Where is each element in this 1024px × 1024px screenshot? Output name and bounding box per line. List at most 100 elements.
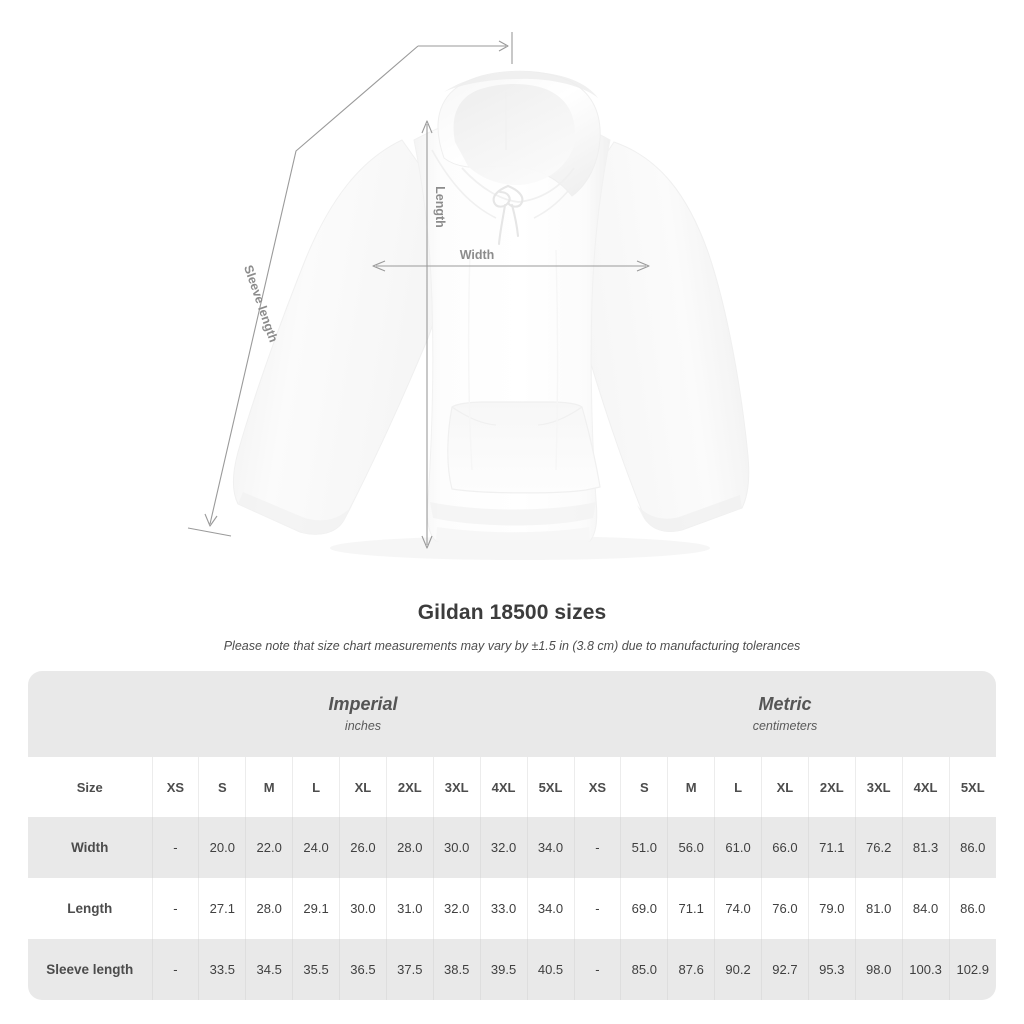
cell-sleeve-imperial-s: 33.5 [198, 939, 246, 1000]
size-header-imperial-3xl: 3XL [432, 757, 481, 817]
size-header-imperial-s: S [198, 757, 246, 817]
cell-sleeve-metric-3xl: 98.0 [854, 939, 903, 1000]
cell-width-metric-xl: 66.0 [761, 817, 809, 878]
sleeve-length-label: Sleeve length [241, 263, 280, 344]
size-header-metric-5xl: 5XL [948, 757, 996, 817]
cell-sleeve-metric-xs: - [573, 939, 621, 1000]
size-table: Imperial inches Metric centimeters Size … [28, 671, 996, 1000]
cell-sleeve-imperial-xs: - [151, 939, 199, 1000]
cell-length-imperial-2xl: 31.0 [385, 878, 434, 939]
cell-sleeve-imperial-xl: 36.5 [339, 939, 387, 1000]
cell-length-imperial-m: 28.0 [245, 878, 293, 939]
width-label: Width [460, 248, 495, 262]
row-label-width: Width [28, 817, 152, 878]
table-row: Sleeve length - 33.5 34.5 35.5 36.5 37.5… [28, 939, 996, 1000]
cell-width-metric-s: 51.0 [620, 817, 668, 878]
cell-width-metric-2xl: 71.1 [807, 817, 856, 878]
cell-sleeve-imperial-5xl: 40.5 [526, 939, 574, 1000]
cell-width-imperial-2xl: 28.0 [385, 817, 434, 878]
cell-length-metric-4xl: 84.0 [901, 878, 949, 939]
size-header-row: Size XS S M L XL 2XL 3XL 4XL 5XL XS S M … [28, 757, 996, 817]
cell-width-metric-4xl: 81.3 [901, 817, 949, 878]
size-header-imperial-m: M [245, 757, 293, 817]
system-header-spacer [28, 671, 152, 757]
size-header-metric-2xl: 2XL [807, 757, 856, 817]
cell-width-metric-3xl: 76.2 [854, 817, 903, 878]
row-label-sleeve-length: Sleeve length [28, 939, 152, 1000]
cell-length-imperial-s: 27.1 [198, 878, 246, 939]
cell-length-imperial-3xl: 32.0 [432, 878, 481, 939]
cell-width-imperial-5xl: 34.0 [526, 817, 574, 878]
cell-sleeve-metric-4xl: 100.3 [901, 939, 949, 1000]
row-label-length: Length [28, 878, 152, 939]
cell-sleeve-metric-l: 90.2 [714, 939, 762, 1000]
cell-width-metric-m: 56.0 [667, 817, 715, 878]
size-header-imperial-5xl: 5XL [526, 757, 574, 817]
size-header-metric-s: S [620, 757, 668, 817]
tolerance-note: Please note that size chart measurements… [223, 639, 801, 653]
system-unit-imperial: inches [344, 719, 382, 733]
cell-length-metric-3xl: 81.0 [854, 878, 903, 939]
cell-width-metric-5xl: 86.0 [948, 817, 996, 878]
cell-sleeve-metric-2xl: 95.3 [807, 939, 856, 1000]
page-title: Gildan 18500 sizes [417, 601, 607, 624]
cell-sleeve-metric-s: 85.0 [620, 939, 668, 1000]
cell-length-metric-2xl: 79.0 [807, 878, 856, 939]
system-unit-metric: centimeters [752, 719, 818, 733]
cell-length-imperial-xs: - [151, 878, 199, 939]
hoodie-graphic [233, 70, 750, 560]
cell-width-metric-l: 61.0 [714, 817, 762, 878]
length-arrow [421, 120, 433, 549]
size-header-imperial-2xl: 2XL [385, 757, 434, 817]
size-header-imperial-xs: XS [151, 757, 199, 817]
unit-system-header-row: Imperial inches Metric centimeters [28, 671, 996, 757]
garment-illustration: Length Width Sleeve length [187, 32, 750, 560]
system-header-metric: Metric centimeters [574, 671, 996, 757]
cell-width-imperial-xs: - [151, 817, 199, 878]
size-chart-table: Imperial inches Metric centimeters Size … [28, 671, 996, 1000]
size-header-imperial-4xl: 4XL [479, 757, 527, 817]
cell-width-imperial-xl: 26.0 [339, 817, 387, 878]
cell-sleeve-imperial-m: 34.5 [245, 939, 293, 1000]
size-header-imperial-l: L [292, 757, 340, 817]
title-block: Gildan 18500 sizes Please note that size… [0, 600, 1024, 654]
shoulder-reference-line [418, 32, 513, 64]
system-name-imperial: Imperial [328, 694, 398, 714]
cell-length-metric-s: 69.0 [620, 878, 668, 939]
cell-width-imperial-s: 20.0 [198, 817, 246, 878]
cell-width-imperial-4xl: 32.0 [479, 817, 527, 878]
measurement-annotations [187, 32, 650, 549]
cell-length-metric-xl: 76.0 [761, 878, 809, 939]
size-header-metric-4xl: 4XL [901, 757, 949, 817]
cell-width-imperial-m: 22.0 [245, 817, 293, 878]
cell-width-imperial-l: 24.0 [292, 817, 340, 878]
cell-sleeve-metric-m: 87.6 [667, 939, 715, 1000]
cell-width-imperial-3xl: 30.0 [432, 817, 481, 878]
size-header-label: Size [28, 757, 152, 817]
cell-width-metric-xs: - [573, 817, 621, 878]
cell-sleeve-imperial-4xl: 39.5 [479, 939, 527, 1000]
cell-sleeve-imperial-2xl: 37.5 [385, 939, 434, 1000]
size-header-metric-xl: XL [761, 757, 809, 817]
table-row: Width - 20.0 22.0 24.0 26.0 28.0 30.0 32… [28, 817, 996, 878]
cell-length-imperial-4xl: 33.0 [479, 878, 527, 939]
cell-length-metric-5xl: 86.0 [948, 878, 996, 939]
cell-sleeve-metric-xl: 92.7 [761, 939, 809, 1000]
sleeve-length-line [187, 45, 419, 537]
cell-sleeve-metric-5xl: 102.9 [948, 939, 996, 1000]
length-label: Length [433, 186, 447, 228]
size-header-imperial-xl: XL [339, 757, 387, 817]
size-header-metric-l: L [714, 757, 762, 817]
size-header-metric-3xl: 3XL [854, 757, 903, 817]
size-header-metric-xs: XS [573, 757, 621, 817]
cell-length-metric-l: 74.0 [714, 878, 762, 939]
cell-length-metric-xs: - [573, 878, 621, 939]
cell-length-imperial-xl: 30.0 [339, 878, 387, 939]
cell-sleeve-imperial-3xl: 38.5 [432, 939, 481, 1000]
cell-length-imperial-5xl: 34.0 [526, 878, 574, 939]
cell-sleeve-imperial-l: 35.5 [292, 939, 340, 1000]
system-header-imperial: Imperial inches [152, 671, 574, 757]
system-name-metric: Metric [758, 694, 812, 714]
table-row: Length - 27.1 28.0 29.1 30.0 31.0 32.0 3… [28, 878, 996, 939]
size-header-metric-m: M [667, 757, 715, 817]
